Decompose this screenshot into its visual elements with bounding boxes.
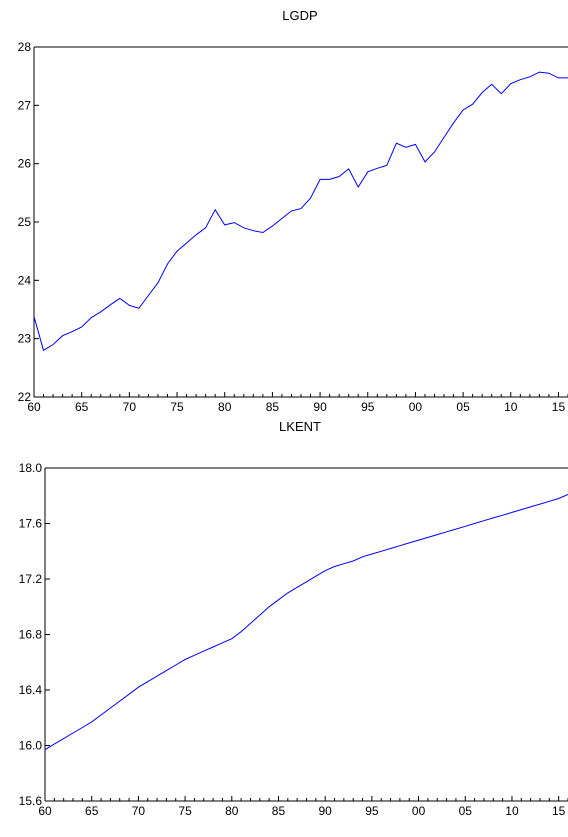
chart-lgdp-y-tick-label: 26	[18, 157, 32, 171]
chart-lkent-x-tick-label: 65	[85, 804, 99, 818]
chart-lgdp-x-tick-label: 70	[123, 400, 137, 414]
chart-lkent-axes: 15.6 16.0 16.4 16.8 17.2 17.6 18.0 60 65 70 75 80 85…	[19, 461, 568, 818]
chart-lgdp-x-tick-label: 90	[313, 400, 327, 414]
chart-lkent-x-tick-label: 95	[365, 804, 379, 818]
chart-lgdp-x-tick-label: 85	[266, 400, 280, 414]
chart-lkent-x-tick-label: 05	[459, 804, 473, 818]
chart-lkent: LKENT 15.6 16.0 16.4 16.8 17.2 17.6 18.0 60 65 70…	[19, 419, 568, 818]
chart-lkent-series	[44, 493, 568, 751]
chart-lgdp-y-tick-label: 22	[18, 390, 32, 404]
chart-lkent-y-tick-label: 17.2	[19, 572, 43, 586]
chart-lgdp-x-tick-label: 05	[456, 400, 470, 414]
chart-lkent-series-line	[44, 493, 568, 751]
chart-lgdp-y-tick-label: 23	[18, 332, 32, 346]
chart-lkent-x-tick-label: 00	[412, 804, 426, 818]
chart-lkent-x-tick-label: 15	[552, 804, 566, 818]
chart-lkent-title: LKENT	[279, 419, 321, 434]
chart-lkent-y-tick-label: 16.0	[19, 739, 43, 753]
chart-lgdp-y-tick-label: 24	[18, 273, 32, 287]
chart-lgdp-y-tick-label: 28	[18, 40, 32, 54]
chart-lkent-y-tick-label: 17.6	[19, 517, 43, 531]
chart-lkent-y-tick-label: 16.4	[19, 683, 43, 697]
chart-lgdp-x-tick-label: 65	[75, 400, 89, 414]
chart-lkent-x-tick-label: 70	[132, 804, 146, 818]
chart-lgdp-series-line	[33, 71, 568, 352]
chart-lkent-x-tick-label: 75	[178, 804, 192, 818]
chart-lkent-x-tick-label: 90	[318, 804, 332, 818]
chart-lgdp-axes: 22 23 24 25 26 27 28 60 65 70 75 80 85 90 95 00 05 10 15	[18, 40, 568, 414]
chart-lgdp: LGDP 22 23 24 25 26 27 28 60 65 70 75 80 85 90 95 00 05 1…	[18, 8, 568, 414]
chart-lkent-y-tick-label: 18.0	[19, 461, 43, 475]
chart-lgdp-y-tick-label: 25	[18, 215, 32, 229]
chart-lgdp-series	[33, 71, 568, 352]
chart-lgdp-x-tick-label: 95	[361, 400, 375, 414]
chart-lgdp-title: LGDP	[282, 8, 317, 23]
chart-lgdp-x-tick-label: 60	[27, 400, 41, 414]
chart-lkent-y-tick-label: 15.6	[19, 794, 43, 808]
chart-lgdp-x-tick-label: 15	[552, 400, 566, 414]
chart-lgdp-x-tick-label: 75	[170, 400, 184, 414]
chart-lkent-x-tick-label: 10	[505, 804, 519, 818]
chart-lgdp-x-tick-label: 00	[409, 400, 423, 414]
chart-lkent-y-tick-label: 16.8	[19, 628, 43, 642]
chart-lkent-x-tick-label: 80	[225, 804, 239, 818]
chart-lkent-x-tick-label: 60	[38, 804, 52, 818]
chart-lgdp-y-tick-label: 27	[18, 98, 32, 112]
chart-lkent-x-tick-label: 85	[272, 804, 286, 818]
chart-lgdp-x-tick-label: 10	[504, 400, 518, 414]
chart-lgdp-x-tick-label: 80	[218, 400, 232, 414]
